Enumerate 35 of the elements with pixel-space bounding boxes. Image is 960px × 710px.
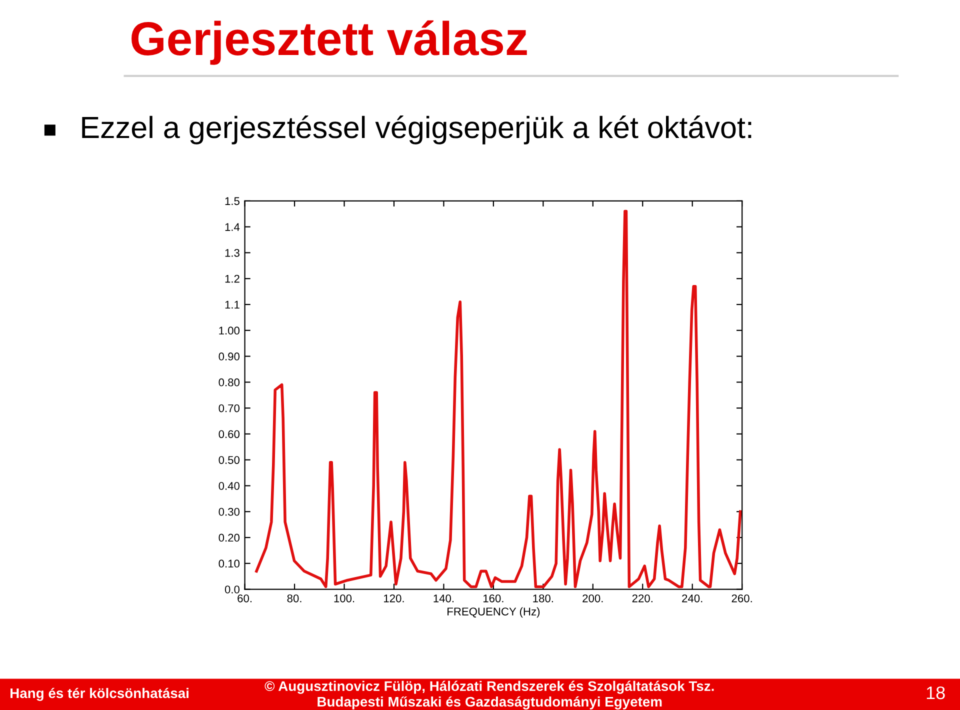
x-tick-label: 260.: [732, 594, 752, 602]
y-tick-label: 0.80: [218, 378, 240, 386]
text: 18: [926, 686, 945, 700]
y-tick-label: 0.90: [218, 352, 240, 360]
y-tick-label: 1.3: [225, 248, 240, 257]
y-tick-label: 1.00: [219, 326, 240, 335]
text: Hang és tér kölcsönhatásai: [10, 688, 188, 701]
y-tick-label: 0.0: [224, 586, 240, 594]
x-tick-label: 160.: [483, 594, 504, 602]
y-tick-label: 0.60: [218, 430, 240, 438]
chart-subtitle: Ezzel a gerjesztéssel végigseperjük a két oktávot:: [82, 116, 752, 144]
y-tick-label: 1.5: [225, 197, 240, 206]
x-tick-label: 140.: [434, 594, 454, 602]
x-tick-label: 120.: [384, 594, 404, 602]
x-tick-label: 60.: [238, 594, 252, 602]
y-tick-label: 0.70: [218, 404, 240, 412]
line-series: [255, 210, 742, 588]
y-tick-label: 0.10: [218, 560, 240, 568]
y-tick-label: 1.4: [225, 223, 240, 231]
y-tick-label: 0.30: [218, 508, 240, 516]
x-tick-label: 100.: [334, 594, 354, 602]
x-tick-label: 240.: [682, 594, 702, 602]
y-tick-label: 0.50: [218, 456, 240, 464]
chart-title: Gerjesztett válasz: [132, 20, 527, 65]
x-axis-title: FREQUENCY (Hz): [448, 607, 540, 618]
x-tick-label: 80.: [287, 594, 302, 602]
y-tick-label: 1.1: [225, 300, 240, 309]
y-tick-label: 0.40: [218, 482, 240, 490]
x-tick-label: 220.: [632, 594, 652, 602]
text: © Augusztinovicz Fülöp, Hálózati Rendszerek és Szolgáltatások Tsz.: [264, 680, 714, 694]
x-tick-label: 200.: [582, 594, 603, 602]
y-tick-label: 0.20: [218, 534, 240, 542]
x-tick-label: 180.: [533, 594, 553, 602]
text: Budapesti Műszaki és Gazdaságtudományi Egyetem: [318, 696, 662, 710]
y-tick-label: 1.2: [225, 274, 240, 283]
